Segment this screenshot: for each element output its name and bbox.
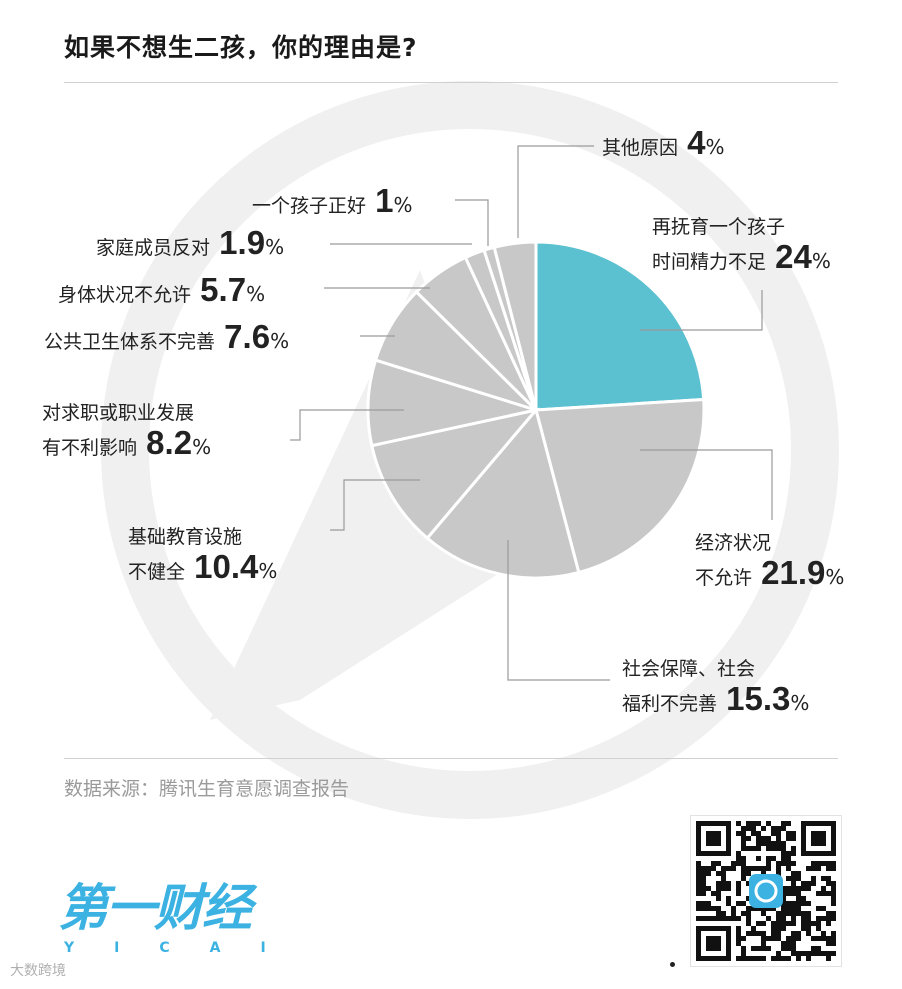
slice-value: 1 (366, 182, 394, 219)
slice-label-line: 其他原因 4% (602, 126, 725, 163)
slice-label: 基础教育设施 不健全 10.4% (128, 522, 277, 587)
slice-label-text: 身体状况不允许 (58, 284, 192, 306)
divider-top (64, 82, 838, 83)
slice-label-text: 经济状况 (695, 532, 772, 554)
slice-label-line: 公共卫生体系不完善 7.6% (44, 320, 290, 357)
slice-label: 对求职或职业发展 有不利影响 8.2% (42, 398, 211, 463)
slice-label: 社会保障、社会 福利不完善 15.3% (622, 654, 809, 719)
slice-label-text: 公共卫生体系不完善 (44, 331, 216, 353)
slice-label-text: 不允许 (695, 567, 753, 589)
slice-value: 4 (678, 124, 706, 161)
slice-label-line: 时间精力不足 24% (652, 240, 831, 277)
slice-label-text: 社会保障、社会 (622, 658, 756, 680)
slice-value: 5.7 (191, 271, 247, 308)
slice-label: 其他原因 4% (602, 126, 725, 163)
slice-label-line: 社会保障、社会 (622, 654, 809, 684)
slice-label-text: 不健全 (128, 561, 186, 583)
slice-value: 1.9 (210, 224, 266, 261)
slice-label-line: 不允许 21.9% (695, 556, 845, 593)
slice-label: 公共卫生体系不完善 7.6% (44, 320, 290, 357)
pie-slice (425, 406, 581, 580)
slice-label-line: 家庭成员反对 1.9% (96, 226, 285, 263)
slice-label-text: 基础教育设施 (128, 526, 243, 548)
slice-value: 8.2 (137, 424, 193, 461)
dot-decoration (670, 962, 675, 967)
slice-label-line: 身体状况不允许 5.7% (58, 273, 266, 310)
pie-slice (534, 397, 706, 575)
slice-unit: % (790, 691, 810, 715)
yicai-logo: 第一财经 YICAI (58, 868, 306, 956)
leader-line (640, 449, 773, 520)
leader-line (455, 199, 489, 246)
slice-unit: % (811, 249, 831, 273)
slice-label-text: 有不利影响 (42, 437, 138, 459)
divider-bottom (64, 758, 838, 759)
leader-line (640, 290, 763, 331)
slice-label-text: 其他原因 (602, 137, 679, 159)
slice-label-line: 有不利影响 8.2% (42, 426, 212, 463)
slice-label: 家庭成员反对 1.9% (96, 226, 285, 263)
qr-code (690, 815, 842, 967)
slice-unit: % (258, 559, 278, 583)
pie-slice (366, 358, 542, 448)
logo-wordmark: 第一财经 (58, 879, 252, 937)
slice-label-line: 不健全 10.4% (128, 550, 278, 587)
slice-unit: % (265, 235, 285, 259)
leader-line (290, 409, 404, 441)
slice-label-text: 家庭成员反对 (96, 237, 211, 259)
logo-subtext: YICAI (64, 940, 306, 956)
watermark: 大数跨境 (10, 963, 66, 979)
slice-label-text: 福利不完善 (622, 693, 718, 715)
slice-label: 再抚育一个孩子 时间精力不足 24% (652, 212, 831, 277)
leader-line (517, 145, 594, 238)
slice-unit: % (705, 135, 725, 159)
pie-slice (370, 407, 541, 541)
slice-label: 身体状况不允许 5.7% (58, 273, 266, 310)
slice-label-line: 福利不完善 15.3% (622, 682, 810, 719)
chart-title: 如果不想生二孩，你的理由是? (64, 33, 418, 62)
leader-line (507, 540, 610, 681)
slice-label: 一个孩子正好 1% (252, 184, 413, 221)
pie-slice (534, 240, 706, 412)
slice-unit: % (825, 565, 845, 589)
slice-label-line: 一个孩子正好 1% (252, 184, 413, 221)
slice-label: 经济状况 不允许 21.9% (695, 528, 844, 593)
slice-label-text: 再抚育一个孩子 (652, 216, 786, 238)
slice-label-line: 基础教育设施 (128, 522, 277, 552)
slice-label-line: 对求职或职业发展 (42, 398, 211, 428)
slice-unit: % (192, 435, 212, 459)
slice-value: 7.6 (215, 318, 271, 355)
slice-label-text: 一个孩子正好 (252, 195, 367, 217)
slice-label-text: 时间精力不足 (652, 251, 767, 273)
slice-value: 24 (766, 238, 812, 275)
slice-value: 21.9 (752, 554, 826, 591)
pie-slice (492, 240, 538, 411)
slice-label-line: 经济状况 (695, 528, 844, 558)
data-source: 数据来源：腾讯生育意愿调查报告 (64, 778, 350, 800)
slice-value: 15.3 (717, 680, 791, 717)
slice-unit: % (270, 329, 290, 353)
slice-label-line: 再抚育一个孩子 (652, 212, 831, 242)
leader-line (330, 479, 420, 531)
slice-unit: % (393, 193, 413, 217)
slice-label-text: 对求职或职业发展 (42, 402, 195, 424)
slice-unit: % (246, 282, 266, 306)
slice-value: 10.4 (185, 548, 259, 585)
